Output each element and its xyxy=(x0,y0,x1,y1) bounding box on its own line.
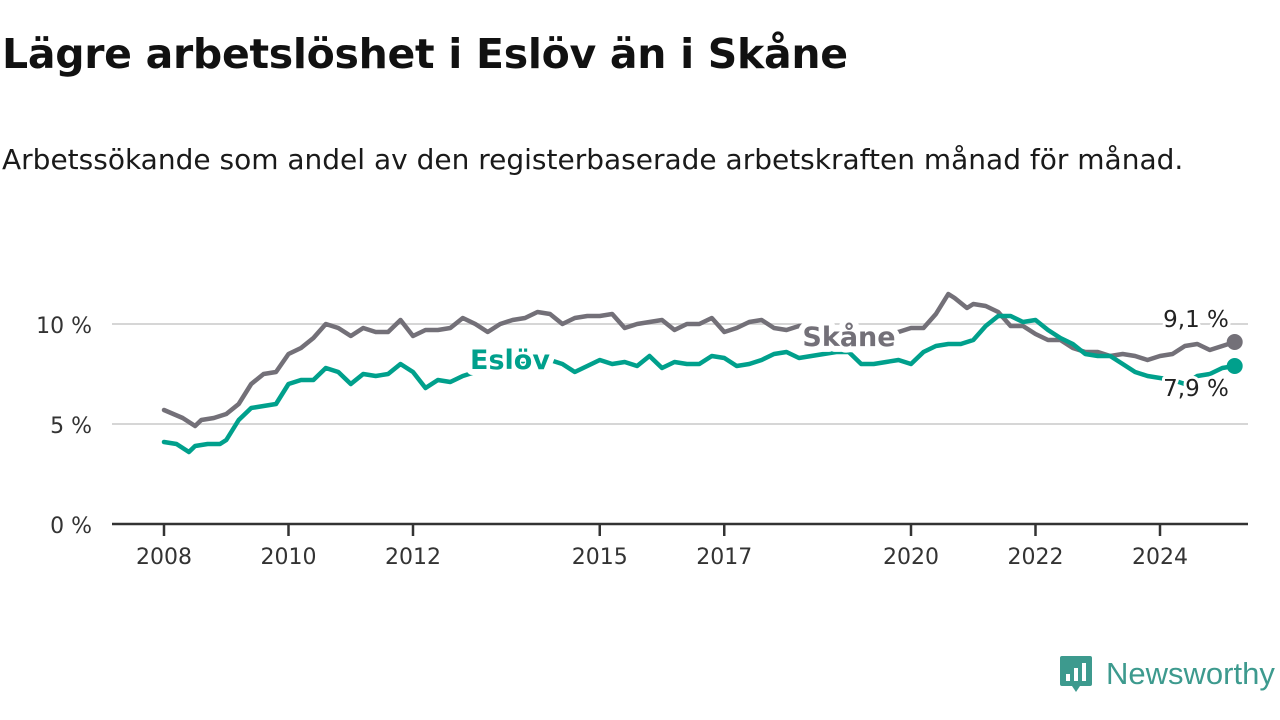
series-label-eslov-halo: Eslöv xyxy=(470,345,550,376)
axis-layer: 0 % 5 % 10 % 2008 2010 2012 2015 2017 2020 2022 20… xyxy=(36,314,1248,570)
x-tick-label: 2020 xyxy=(883,545,939,570)
series-line-eslov xyxy=(161,313,1237,455)
x-tick-label: 2024 xyxy=(1132,545,1188,570)
series-label-skane-halo: Skåne xyxy=(802,321,895,353)
page-subtitle: Arbetssökande som andel av den registerb… xyxy=(2,143,1184,176)
end-label-skane-halo: 9,1 % xyxy=(1163,307,1229,333)
x-tick-label: 2010 xyxy=(261,545,317,570)
grid-layer xyxy=(112,323,1248,425)
series-label-eslov: Eslöv xyxy=(470,345,550,376)
series-label-skane: Skåne xyxy=(802,321,895,353)
end-label-eslov: 7,9 % xyxy=(1163,376,1229,402)
end-label-skane: 9,1 % xyxy=(1163,307,1229,333)
brand-name: Newsworthy xyxy=(1106,656,1275,691)
end-point-skane xyxy=(1226,334,1243,350)
x-tick-label: 2012 xyxy=(385,545,441,570)
x-tick-label: 2017 xyxy=(696,545,752,570)
x-tick-label: 2022 xyxy=(1008,545,1064,570)
end-point-eslov xyxy=(1226,358,1243,374)
newsworthy-logo-icon xyxy=(1060,656,1092,692)
y-tick-label: 0 % xyxy=(50,514,92,539)
series-line-skane xyxy=(161,291,1237,429)
series-layer xyxy=(161,291,1243,455)
page-title: Lägre arbetslöshet i Eslöv än i Skåne xyxy=(2,30,848,78)
x-tick-label: 2008 xyxy=(136,545,192,570)
x-tick-label: 2015 xyxy=(572,545,628,570)
brand-logo: Newsworthy xyxy=(1058,654,1275,694)
end-label-eslov-halo: 7,9 % xyxy=(1163,376,1229,402)
y-tick-label: 10 % xyxy=(36,314,92,339)
y-tick-label: 5 % xyxy=(50,414,92,439)
